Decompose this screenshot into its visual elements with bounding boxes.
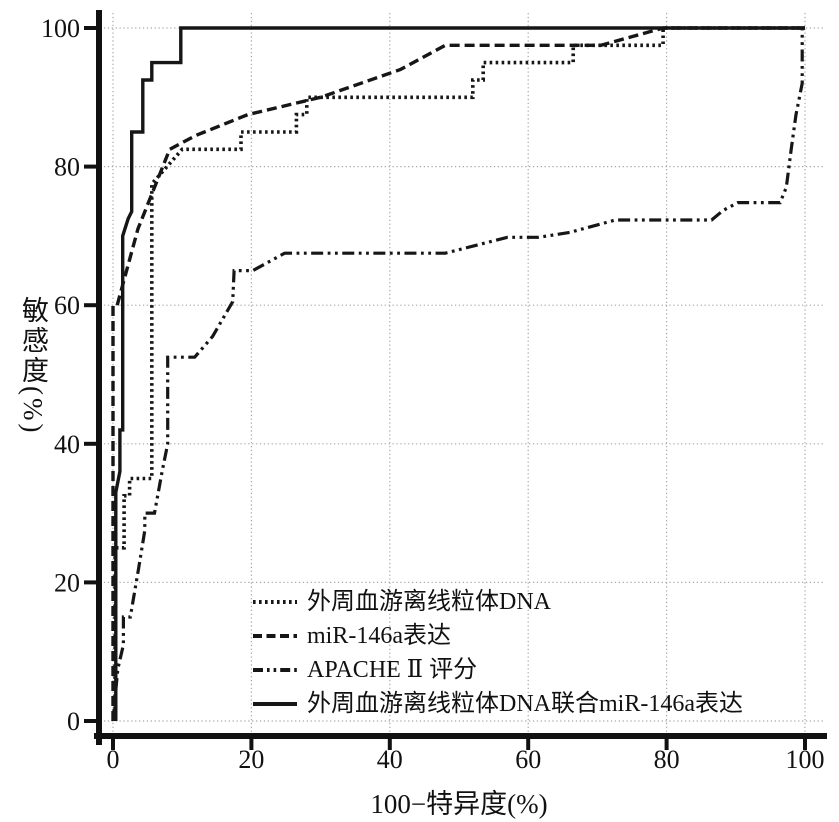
x-tick — [526, 739, 531, 750]
x-tick-label: 20 — [238, 745, 264, 774]
y-tick — [84, 303, 96, 308]
x-tick — [249, 739, 254, 750]
y-tick-label: 80 — [54, 153, 80, 182]
y-tick-label: 40 — [54, 430, 80, 459]
x-axis-line — [94, 733, 827, 739]
x-tick-label: 60 — [515, 745, 541, 774]
roc-curve-mir146a — [111, 26, 805, 721]
y-tick-label: 100 — [41, 14, 80, 43]
legend-item: 外周血游离线粒体DNA联合miR-146a表达 — [252, 687, 743, 721]
legend-item-label: miR-146a表达 — [307, 623, 451, 649]
y-axis-title: 敏感度(%) — [18, 296, 48, 436]
roc-curve-combined — [114, 26, 805, 721]
x-tick — [111, 739, 115, 750]
chart-legend: 外周血游离线粒体DNA miR-146a表达 APACHE Ⅱ 评分外周血游离线粒体… — [252, 585, 743, 721]
x-tick — [664, 739, 669, 750]
legend-item-label: 外周血游离线粒体DNA联合miR-146a表达 — [307, 691, 743, 717]
legend-item: 外周血游离线粒体DNA — [252, 585, 743, 619]
y-tick — [84, 580, 96, 585]
y-tick-label: 20 — [54, 568, 80, 597]
x-tick — [803, 739, 807, 750]
legend-key-dashed-line-icon — [253, 634, 297, 638]
x-tick-label: 100 — [786, 745, 825, 774]
y-tick — [84, 164, 96, 169]
legend-item: APACHE Ⅱ 评分 — [252, 653, 743, 687]
legend-item-label: 外周血游离线粒体DNA — [307, 589, 551, 615]
x-tick-label: 0 — [107, 745, 120, 774]
y-tick-label: 60 — [54, 291, 80, 320]
legend-key-dotted-line-icon — [253, 600, 297, 604]
y-tick — [84, 441, 96, 446]
roc-curve-apache2 — [111, 26, 805, 722]
x-tick-label: 40 — [377, 745, 403, 774]
legend-key-solid-line-icon — [253, 702, 297, 706]
roc-curve-mtdna — [113, 26, 805, 721]
y-tick — [84, 719, 96, 723]
x-axis-title: 100−特异度(%) — [370, 789, 548, 819]
legend-item-label: APACHE Ⅱ 评分 — [307, 657, 478, 683]
x-tick — [387, 739, 392, 750]
y-axis-line — [96, 10, 102, 745]
y-tick — [84, 26, 96, 30]
legend-item: miR-146a表达 — [252, 619, 743, 653]
legend-key-dashdotdot-line-icon — [253, 668, 297, 672]
y-tick-label: 0 — [67, 707, 80, 736]
x-tick-label: 80 — [654, 745, 680, 774]
